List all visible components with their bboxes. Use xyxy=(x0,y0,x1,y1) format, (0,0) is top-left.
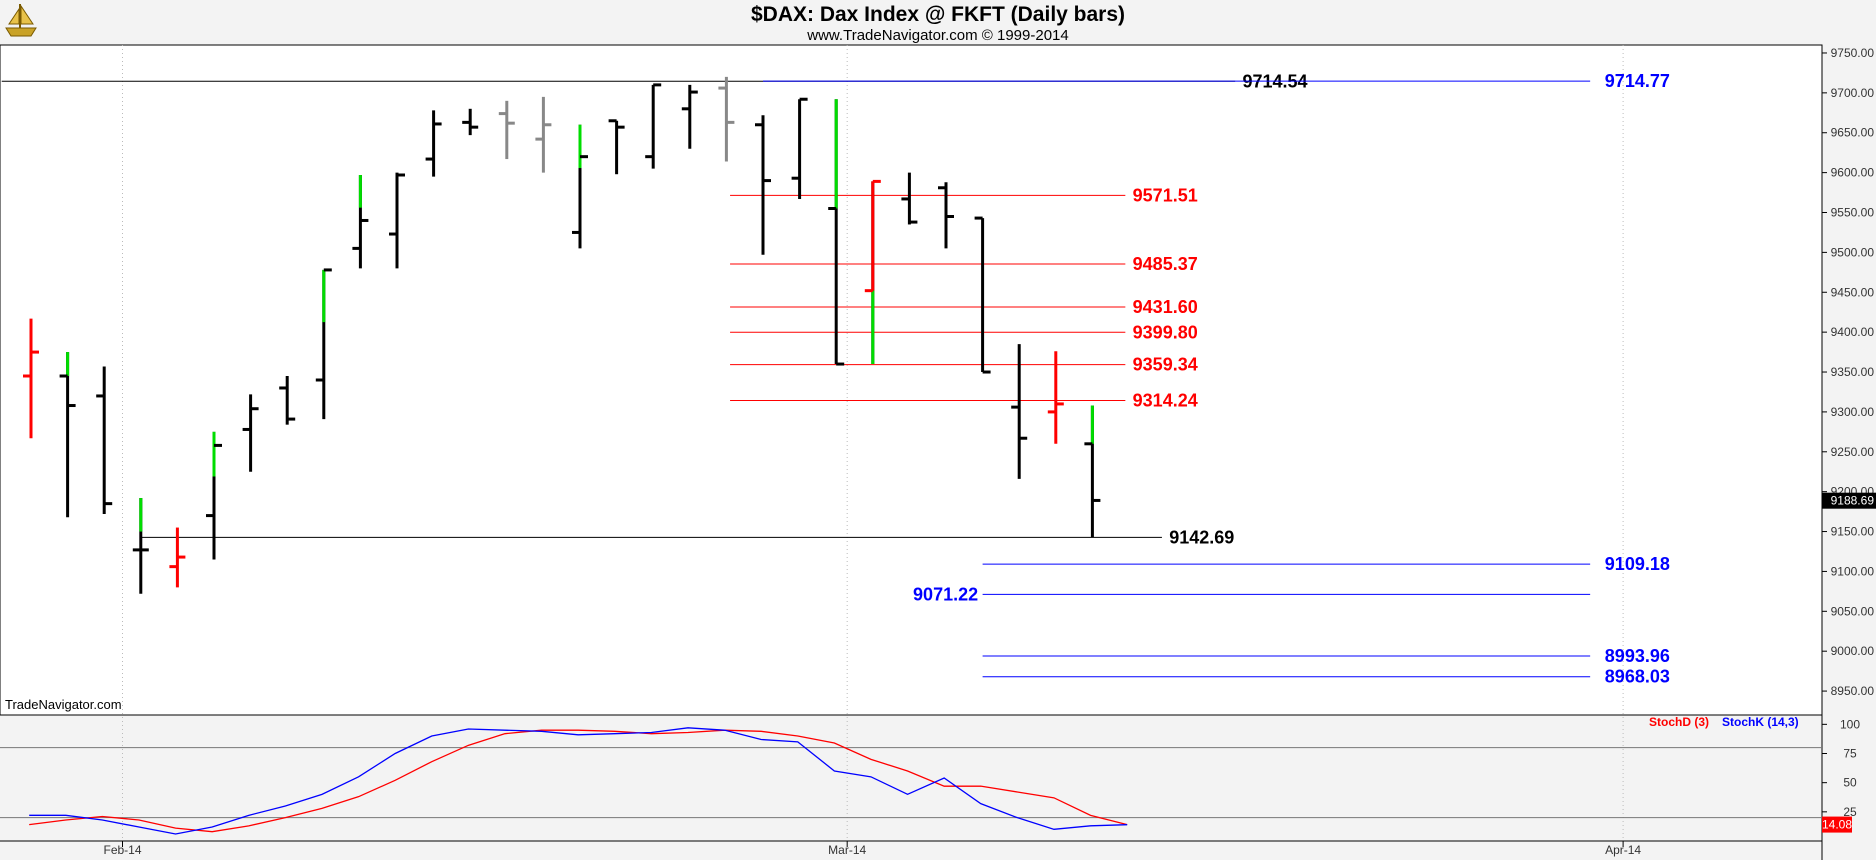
price-tick-label: 9300.00 xyxy=(1831,405,1875,419)
plot-area xyxy=(0,44,1823,716)
ohlc-bar xyxy=(864,179,881,365)
ohlc-bar xyxy=(755,115,771,255)
ohlc-bar xyxy=(315,268,332,420)
resistance-level-label: 9314.24 xyxy=(1133,391,1198,411)
last-price-badge xyxy=(1822,492,1876,509)
pivot-level-label: 9142.69 xyxy=(1169,527,1234,547)
date-tick-label: Feb-14 xyxy=(103,843,141,857)
resistance-level-label: 9431.60 xyxy=(1133,297,1198,317)
target-level-label: 9071.22 xyxy=(913,584,978,604)
price-tick-label: 9650.00 xyxy=(1831,126,1875,140)
date-tick-label: Mar-14 xyxy=(828,843,866,857)
ohlc-bar xyxy=(1047,351,1064,444)
price-tick-label: 9000.00 xyxy=(1831,644,1875,658)
target-level-label: 9109.18 xyxy=(1605,554,1670,574)
ohlc-bar xyxy=(389,172,405,269)
ohlc-bar xyxy=(206,431,222,560)
sailing-ship-logo-icon xyxy=(5,4,37,37)
stoch-tick-label: 100 xyxy=(1840,717,1860,731)
stoch-tick-label: 25 xyxy=(1843,805,1857,819)
target-level-label: 8968.03 xyxy=(1605,667,1670,687)
price-tick-label: 9600.00 xyxy=(1831,166,1875,180)
ohlc-bar xyxy=(938,182,954,249)
stoch-tick-label: 75 xyxy=(1843,747,1857,761)
price-tick-label: 8950.00 xyxy=(1831,684,1875,698)
ohlc-bar xyxy=(718,76,735,162)
resistance-level-label: 9399.80 xyxy=(1133,322,1198,342)
price-tick-label: 9500.00 xyxy=(1831,245,1875,259)
vertical-grid xyxy=(122,45,1624,841)
price-bars xyxy=(23,76,1101,594)
last-price-label: 9188.69 xyxy=(1831,494,1875,508)
ohlc-bar xyxy=(169,527,186,588)
price-axis: 9750.00 9700.00 9650.00 9600.00 9550.00 9500.… xyxy=(1822,46,1876,698)
ohlc-bar xyxy=(132,498,149,594)
logo xyxy=(5,4,37,37)
stoch-last-badge xyxy=(1822,816,1852,833)
legend-stochk: StochK (14,3) xyxy=(1722,715,1799,729)
resistance-level-label: 9359.34 xyxy=(1133,355,1198,375)
ohlc-bar xyxy=(681,84,698,149)
ohlc-bar xyxy=(974,216,991,374)
watermark-text: TradeNavigator.com xyxy=(5,697,122,712)
chart-subtitle: www.TradeNavigator.com © 1999-2014 xyxy=(806,27,1068,44)
ohlc-bar xyxy=(1084,405,1101,538)
price-tick-label: 9450.00 xyxy=(1831,285,1875,299)
ohlc-bar xyxy=(242,394,259,472)
stoch-tick-label: 50 xyxy=(1843,776,1857,790)
target-level-label: 8993.96 xyxy=(1605,646,1670,666)
ohlc-bar xyxy=(828,99,845,366)
price-tick-label: 9250.00 xyxy=(1831,445,1875,459)
ohlc-bar xyxy=(645,83,662,169)
date-axis: Feb-14 Mar-14 Apr-14 xyxy=(103,841,1641,857)
ohlc-bar xyxy=(462,108,479,136)
resistance-level-label: 9571.51 xyxy=(1133,185,1198,205)
ohlc-bar xyxy=(279,376,296,425)
price-tick-label: 9350.00 xyxy=(1831,365,1875,379)
price-tick-label: 9400.00 xyxy=(1831,325,1875,339)
ohlc-bar xyxy=(352,175,369,269)
resistance-level-label: 9485.37 xyxy=(1133,254,1198,274)
ohlc-bar xyxy=(1011,344,1028,479)
stoch-last-label: 14.08 xyxy=(1822,818,1852,832)
ohlc-bar xyxy=(59,352,76,518)
legend-stochd: StochD (3) xyxy=(1649,715,1709,729)
ohlc-bar xyxy=(572,124,588,249)
ohlc-bar xyxy=(535,96,552,173)
ohlc-bar xyxy=(498,100,515,160)
date-tick-label: Apr-14 xyxy=(1605,843,1641,857)
price-tick-label: 9700.00 xyxy=(1831,86,1875,100)
price-tick-label: 9050.00 xyxy=(1831,604,1875,618)
price-tick-label: 9550.00 xyxy=(1831,206,1875,220)
price-levels: 9714.54 9714.779571.519485.379431.609399.… xyxy=(1,71,1670,687)
stoch-series-line xyxy=(29,729,1128,833)
ohlc-bar xyxy=(791,97,808,199)
ohlc-bar xyxy=(901,172,918,225)
price-tick-label: 9750.00 xyxy=(1831,46,1875,60)
chart-title: $DAX: Dax Index @ FKFT (Daily bars) xyxy=(751,3,1125,26)
stoch-series-line xyxy=(29,727,1128,835)
ohlc-bar xyxy=(96,366,113,514)
ohlc-bar xyxy=(425,110,442,177)
ohlc-bar xyxy=(23,318,39,439)
ohlc-bar xyxy=(608,119,625,175)
price-tick-label: 9150.00 xyxy=(1831,525,1875,539)
target-level-label: 9714.77 xyxy=(1605,71,1670,91)
price-tick-label: 9100.00 xyxy=(1831,564,1875,578)
